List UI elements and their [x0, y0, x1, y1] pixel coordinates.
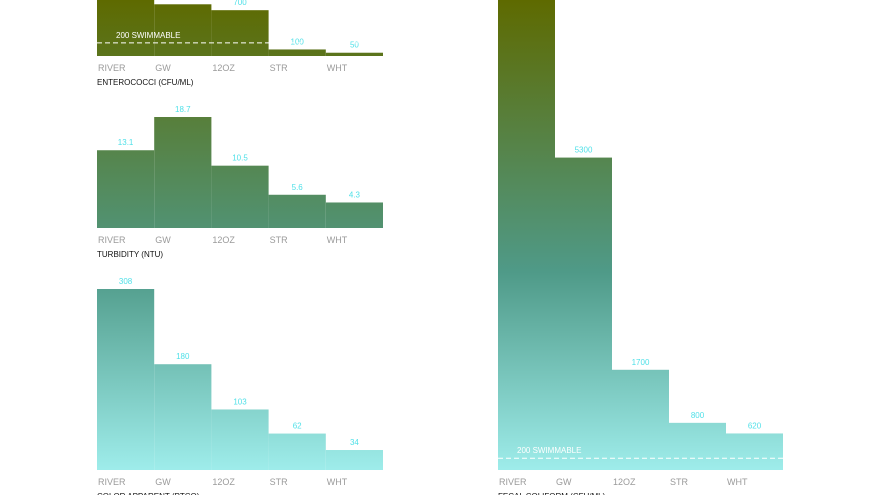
- value-label: 180: [176, 352, 190, 361]
- category-label: 12OZ: [212, 63, 235, 73]
- value-label: 5.6: [292, 183, 304, 192]
- value-label: 50: [350, 41, 359, 50]
- value-label: 100: [291, 37, 305, 46]
- swimmable-threshold-label: 200 SWIMMABLE: [116, 31, 180, 40]
- bar-wht: [325, 52, 383, 56]
- category-label: 12OZ: [613, 477, 636, 487]
- category-label: 12OZ: [212, 235, 235, 245]
- bar-12oz: [211, 409, 269, 470]
- bar-river: [498, 0, 555, 470]
- value-label: 18.7: [175, 105, 191, 114]
- bar-12oz: [211, 165, 269, 228]
- value-label: 308: [119, 277, 133, 286]
- category-label: GW: [155, 63, 171, 73]
- category-label: WHT: [327, 235, 348, 245]
- value-label: 700: [233, 0, 247, 7]
- chart-title: FECAL COLIFORM (CFU/ML): [498, 492, 606, 495]
- category-label: STR: [270, 63, 289, 73]
- category-label: RIVER: [98, 235, 126, 245]
- value-label: 5300: [575, 146, 593, 155]
- bar-gw: [555, 157, 612, 470]
- value-label: 13.1: [118, 138, 134, 147]
- value-label: 800: [691, 411, 705, 420]
- category-label: GW: [556, 477, 572, 487]
- bar-12oz: [211, 10, 269, 57]
- swimmable-threshold-label: 200 SWIMMABLE: [517, 446, 581, 455]
- bar-river: [97, 0, 155, 56]
- category-label: STR: [270, 235, 289, 245]
- chart-panel-3: 308 RIVER 180 GW 103 12OZ 62 STR 34 WHT COLOR APPA…: [97, 277, 383, 495]
- value-label: 4.3: [349, 190, 361, 199]
- category-label: WHT: [327, 63, 348, 73]
- category-label: STR: [670, 477, 689, 487]
- bar-river: [97, 150, 155, 228]
- value-label: 34: [350, 438, 359, 447]
- value-label: 1700: [632, 358, 650, 367]
- chart-panel-2: 13.1 RIVER 18.7 GW 10.5 12OZ 5.6 STR 4.3 WHT TURBI…: [97, 105, 383, 259]
- bar-gw: [154, 364, 212, 470]
- value-label: 62: [293, 422, 302, 431]
- chart-title: TURBIDITY (NTU): [97, 250, 163, 259]
- bar-wht: [325, 202, 383, 228]
- category-label: RIVER: [98, 477, 126, 487]
- category-label: 12OZ: [212, 477, 235, 487]
- bar-gw: [154, 117, 212, 228]
- category-label: WHT: [327, 477, 348, 487]
- value-label: 103: [233, 397, 247, 406]
- value-label: 10.5: [232, 154, 248, 163]
- bar-river: [97, 289, 155, 470]
- bar-12oz: [612, 369, 669, 470]
- chart-panel-4: RIVER 5300 GW 1700 12OZ 800 STR 620 WHT 200 SWIMM…: [498, 0, 783, 495]
- bar-str: [268, 49, 326, 56]
- bar-str: [268, 194, 326, 228]
- bar-gw: [154, 4, 212, 56]
- category-label: RIVER: [98, 63, 126, 73]
- value-label: 620: [748, 421, 762, 430]
- category-label: RIVER: [499, 477, 527, 487]
- category-label: STR: [270, 477, 289, 487]
- chart-title: ENTEROCOCCI (CFU/ML): [97, 78, 194, 87]
- chart-title: COLOR APPARENT (PTCO): [97, 492, 200, 495]
- bar-str: [268, 433, 326, 470]
- chart-panel-1: RIVER 790 GW 700 12OZ 100 STR 50 WHT 200 SWIMMABL…: [97, 0, 383, 87]
- bar-str: [669, 422, 726, 470]
- value-label: 790: [176, 0, 190, 1]
- category-label: WHT: [727, 477, 748, 487]
- bar-wht: [325, 450, 383, 470]
- bar-wht: [726, 433, 783, 470]
- category-label: GW: [155, 235, 171, 245]
- category-label: GW: [155, 477, 171, 487]
